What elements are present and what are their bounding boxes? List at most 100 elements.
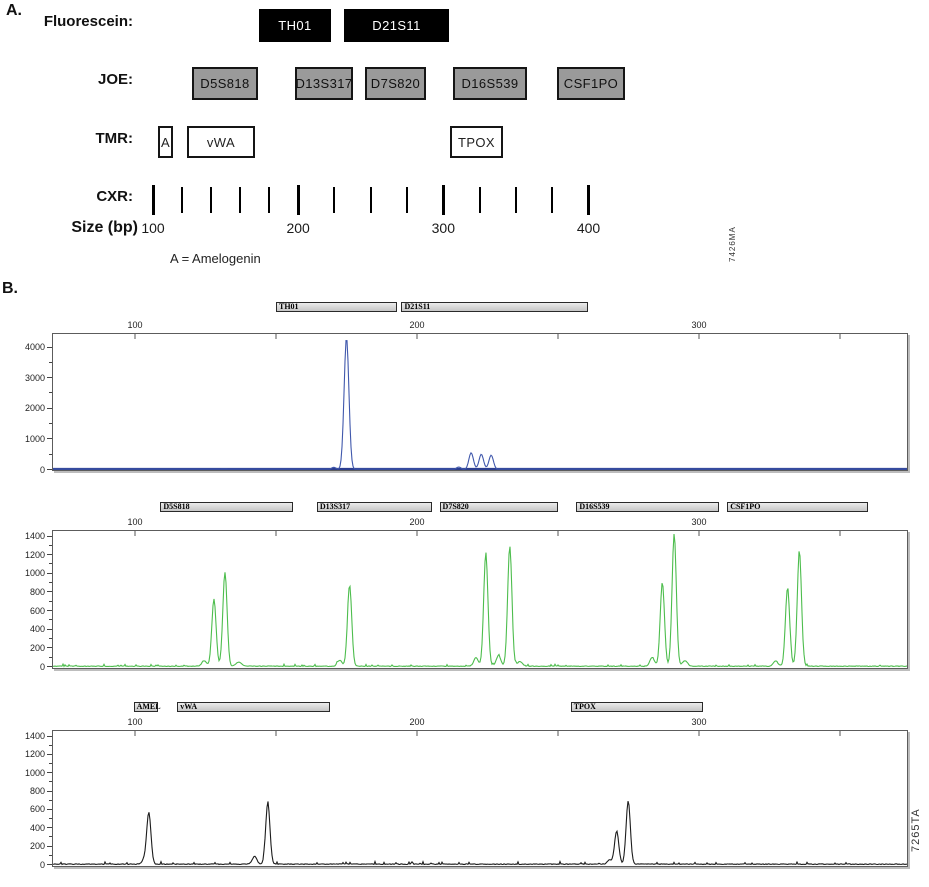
panel-a-label: A.: [6, 2, 22, 19]
y-axis-tick: [47, 845, 52, 847]
y-axis-label-4000-trace0: 4000: [24, 342, 45, 352]
locus-bar-tpox: TPOX: [570, 702, 704, 712]
y-axis-tick: [47, 469, 52, 470]
plot-area-fluorescein-trace: [52, 333, 908, 471]
locus-bar-th01: TH01: [276, 302, 398, 312]
locus-bar-vwa: vWA: [177, 702, 330, 712]
trace-svg-tmr-trace: [53, 731, 907, 866]
locus-bar-amel: AMEL: [133, 702, 161, 712]
panel-b-label: B.: [2, 280, 18, 297]
y-axis-label-0-trace2: 0: [39, 859, 45, 870]
y-axis-minor-tick: [49, 544, 52, 546]
panel-a-part-number: 7426MA: [728, 226, 737, 262]
row-label-fluorescein: Fluorescein:: [43, 13, 133, 30]
x-axis-label-300-trace2: 300: [691, 717, 707, 727]
y-axis-label-3000-trace0: 3000: [24, 372, 45, 383]
y-axis-minor-tick: [49, 744, 52, 746]
x-axis-label-200-trace1: 200: [409, 517, 425, 527]
locus-bar-csf1po: CSF1PO: [727, 502, 869, 512]
y-axis-tick: [47, 735, 52, 737]
y-axis-label-1200-trace2: 1200: [24, 749, 45, 760]
trace-line-tmr-trace: [53, 801, 907, 866]
size-axis-label: Size (bp): [71, 219, 138, 236]
y-axis-label-1000-trace0: 1000: [24, 433, 45, 444]
y-axis-tick: [47, 377, 52, 379]
y-axis-label-200-trace1: 200: [29, 642, 45, 653]
y-axis-label-800-trace1: 800: [29, 586, 45, 597]
y-axis-tick: [47, 407, 52, 409]
locus-box-csf1po: CSF1PO: [557, 67, 625, 100]
locus-box-tpox: TPOX: [450, 126, 503, 158]
y-axis-minor-tick: [49, 763, 52, 765]
y-axis-minor-tick: [49, 582, 52, 584]
y-axis-tick: [47, 808, 52, 810]
locus-box-a: A: [158, 126, 173, 158]
cxr-fragment-tick-160: [239, 187, 242, 213]
y-axis-label-200-trace2: 200: [29, 841, 45, 852]
panel-b-part-number: 7265TA: [910, 808, 922, 852]
y-axis-minor-tick: [49, 781, 52, 783]
locus-box-d21s11: D21S11: [344, 9, 449, 42]
locus-box-vwa: vWA: [187, 126, 255, 158]
y-axis-tick: [47, 535, 52, 537]
cxr-fragment-tick-140: [210, 187, 213, 213]
y-axis-tick: [47, 572, 52, 574]
y-axis-label-0-trace0: 0: [39, 464, 45, 475]
y-axis-tick: [47, 628, 52, 630]
locus-bar-d21s11: D21S11: [401, 302, 588, 312]
plot-area-tmr-trace: [52, 730, 908, 867]
y-axis-tick: [47, 647, 52, 649]
cxr-fragment-tick-375: [551, 187, 554, 213]
cxr-fragment-tick-100: [151, 185, 155, 215]
y-axis-minor-tick: [49, 423, 52, 425]
y-axis-minor-tick: [49, 854, 52, 856]
x-axis-label-300-trace0: 300: [691, 320, 707, 330]
y-axis-tick: [47, 827, 52, 829]
y-axis-label-0-trace1: 0: [39, 661, 45, 672]
locus-box-d16s539: D16S539: [453, 67, 527, 100]
y-axis-minor-tick: [49, 600, 52, 602]
y-axis-tick: [47, 753, 52, 755]
size-tick-label-200: 200: [286, 220, 310, 236]
y-axis-minor-tick: [49, 563, 52, 565]
y-axis-tick: [47, 438, 52, 440]
y-axis-tick: [47, 772, 52, 774]
y-axis-minor-tick: [49, 638, 52, 640]
cxr-fragment-tick-200: [296, 185, 300, 215]
y-axis-tick: [47, 864, 52, 865]
amelogenin-note: A = Amelogenin: [170, 251, 261, 266]
trace-line-joe-trace: [53, 533, 907, 668]
cxr-fragment-tick-325: [478, 187, 481, 213]
locus-box-d7s820: D7S820: [365, 67, 426, 100]
trace-line-fluorescein-trace: [53, 340, 907, 470]
y-axis-label-1000-trace1: 1000: [24, 568, 45, 579]
y-axis-minor-tick: [49, 836, 52, 838]
y-axis-label-400-trace2: 400: [29, 822, 45, 833]
row-label-tmr: TMR:: [95, 130, 134, 147]
y-axis-label-1000-trace2: 1000: [24, 767, 45, 778]
cxr-fragment-tick-350: [514, 187, 517, 213]
cxr-fragment-tick-275: [406, 187, 409, 213]
locus-bar-d13s317: D13S317: [316, 502, 433, 512]
y-axis-tick: [47, 554, 52, 556]
x-axis-label-200-trace0: 200: [409, 320, 425, 330]
x-axis-label-100-trace1: 100: [127, 517, 143, 527]
y-axis-minor-tick: [49, 818, 52, 820]
y-axis-minor-tick: [49, 392, 52, 394]
locus-box-d5s818: D5S818: [192, 67, 258, 100]
locus-bar-d7s820: D7S820: [439, 502, 558, 512]
trace-svg-fluorescein-trace: [53, 334, 907, 470]
y-axis-minor-tick: [49, 619, 52, 621]
y-axis-label-600-trace2: 600: [29, 804, 45, 815]
y-axis-label-1200-trace1: 1200: [24, 549, 45, 560]
y-axis-label-400-trace1: 400: [29, 624, 45, 635]
locus-bar-d16s539: D16S539: [576, 502, 719, 512]
size-tick-label-300: 300: [431, 220, 456, 236]
size-tick-label-100: 100: [141, 220, 165, 236]
y-axis-tick: [47, 610, 52, 612]
y-axis-minor-tick: [49, 656, 52, 658]
trace-svg-joe-trace: [53, 531, 907, 668]
y-axis-minor-tick: [49, 361, 52, 363]
cxr-fragment-tick-400: [587, 185, 590, 215]
